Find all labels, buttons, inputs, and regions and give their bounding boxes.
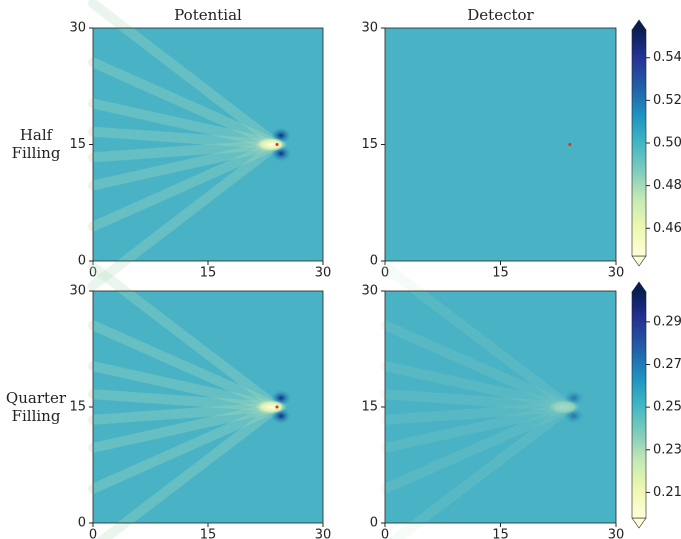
ray: [95, 402, 282, 539]
field-pattern: [88, 0, 291, 291]
ray: [88, 402, 282, 425]
x-tick-label: 30: [608, 528, 625, 539]
ray: [88, 139, 282, 163]
colorbar: [631, 29, 647, 257]
colorbar-tick-label: 0.54: [653, 50, 681, 65]
panel-title: Detector: [467, 6, 534, 24]
ray: [88, 402, 282, 453]
colorbar-tick-label: 0.50: [653, 136, 681, 151]
colorbar: [631, 291, 647, 519]
y-tick-label: 0: [78, 254, 86, 269]
panel-title: Potential: [174, 6, 242, 24]
x-tick-label: 0: [89, 528, 97, 539]
colorbar-tick-label: 0.46: [653, 221, 681, 236]
x-tick-label: 0: [381, 528, 389, 539]
hot-spot: [255, 400, 287, 414]
y-tick-label: 30: [361, 284, 378, 299]
ray: [380, 402, 575, 453]
colorbar-top-extend: [631, 281, 647, 293]
y-tick-label: 0: [370, 254, 378, 269]
colorbar-tick-label: 0.23: [653, 442, 681, 457]
x-tick-label: 15: [200, 266, 217, 281]
ray: [380, 402, 575, 494]
marker: [568, 143, 572, 146]
colorbar-tick-label: 0.21: [653, 485, 681, 500]
y-tick-label: 30: [69, 284, 86, 299]
ray: [380, 389, 575, 412]
y-tick-label: 15: [69, 137, 86, 152]
ray: [380, 261, 575, 412]
ray: [88, 57, 282, 150]
ray: [380, 361, 575, 412]
row-label: Quarter: [6, 389, 67, 407]
colorbar-bottom-extend: [631, 255, 647, 267]
x-tick-label: 15: [200, 528, 217, 539]
ray: [88, 389, 282, 412]
y-tick-label: 15: [361, 137, 378, 152]
y-tick-label: 0: [78, 516, 86, 531]
row-label: Half: [20, 126, 54, 144]
colorbar-tick-label: 0.29: [653, 314, 681, 329]
x-tick-label: 0: [381, 266, 389, 281]
marker: [275, 405, 279, 409]
ray: [88, 261, 282, 412]
ray: [88, 402, 282, 494]
colorbar-bottom-extend: [631, 517, 647, 529]
ray: [380, 320, 575, 412]
y-tick-label: 15: [361, 400, 378, 415]
x-tick-label: 0: [89, 266, 97, 281]
ray: [88, 98, 282, 150]
x-tick-label: 30: [315, 528, 332, 539]
heatmap-background: [385, 28, 616, 261]
colorbar-tick-label: 0.52: [653, 93, 681, 108]
ray: [88, 139, 282, 232]
hot-spot: [255, 137, 287, 152]
y-tick-label: 30: [69, 21, 86, 36]
field-pattern: [88, 261, 291, 539]
row-label: Filling: [12, 407, 61, 425]
ray: [88, 361, 282, 412]
colorbar-tick-label: 0.25: [653, 400, 681, 415]
x-tick-label: 30: [608, 266, 625, 281]
y-tick-label: 15: [69, 400, 86, 415]
colorbar-top-extend: [631, 19, 647, 31]
ray: [88, 0, 282, 150]
y-tick-label: 30: [361, 21, 378, 36]
ray: [88, 139, 282, 291]
marker: [275, 143, 279, 146]
row-label: Filling: [12, 144, 61, 162]
ray: [88, 126, 282, 150]
ray: [387, 402, 575, 539]
colorbar-tick-label: 0.27: [653, 357, 681, 372]
y-tick-label: 0: [370, 516, 378, 531]
field-pattern: [380, 261, 584, 539]
x-tick-label: 15: [492, 528, 509, 539]
x-tick-label: 15: [492, 266, 509, 281]
hot-spot: [547, 400, 580, 414]
x-tick-label: 30: [315, 266, 332, 281]
ray: [380, 402, 575, 425]
colorbar-tick-label: 0.48: [653, 178, 681, 193]
ray: [88, 320, 282, 412]
ray: [88, 139, 282, 191]
